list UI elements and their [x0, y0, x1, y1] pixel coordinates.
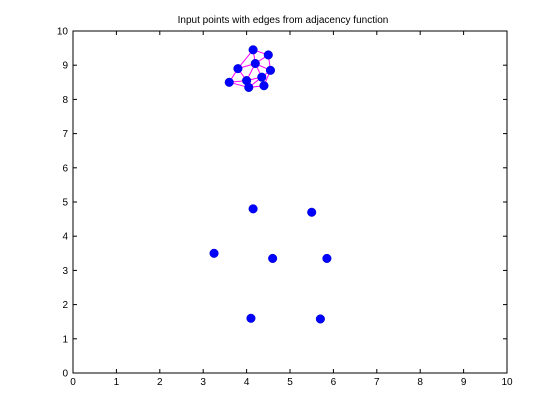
y-tick-label: 5: [62, 198, 68, 209]
data-point: [257, 73, 266, 82]
data-point: [307, 208, 316, 217]
x-tick-label: 2: [157, 377, 163, 388]
y-tick-label: 3: [62, 266, 68, 277]
x-tick-label: 8: [417, 377, 423, 388]
x-tick-label: 9: [461, 377, 467, 388]
x-tick-label: 0: [70, 377, 76, 388]
data-point: [264, 51, 273, 60]
y-tick-label: 0: [62, 369, 68, 380]
x-tick-label: 1: [114, 377, 120, 388]
data-point: [316, 315, 325, 324]
data-point: [210, 249, 219, 258]
x-tick-label: 4: [244, 377, 250, 388]
y-tick-label: 4: [62, 232, 68, 243]
x-tick-label: 10: [501, 377, 513, 388]
data-point: [247, 314, 256, 323]
x-tick-label: 6: [331, 377, 337, 388]
data-point: [225, 78, 234, 87]
data-point: [266, 66, 275, 75]
axes-box: [73, 31, 507, 373]
y-tick-label: 6: [62, 163, 68, 174]
data-point: [234, 64, 243, 73]
y-tick-label: 2: [62, 300, 68, 311]
data-point: [251, 59, 260, 68]
y-tick-label: 9: [62, 61, 68, 72]
y-tick-label: 7: [62, 129, 68, 140]
data-point: [249, 205, 258, 214]
data-point: [268, 254, 277, 263]
data-point: [323, 254, 332, 263]
data-point: [249, 46, 258, 55]
y-tick-label: 8: [62, 95, 68, 106]
point-layer: [210, 46, 331, 324]
x-tick-label: 7: [374, 377, 380, 388]
x-tick-label: 5: [287, 377, 293, 388]
x-tick-label: 3: [200, 377, 206, 388]
axes: 0 1 2 3 4 5 6 7 8 9 10 0 1 2 3 4 5 6 7 8 9 10: [57, 27, 513, 389]
data-point: [244, 83, 253, 92]
chart-title: Input points with edges from adjacency f…: [178, 15, 389, 26]
y-tick-label: 10: [57, 27, 69, 38]
y-tick-label: 1: [62, 334, 68, 345]
data-point: [260, 81, 269, 90]
